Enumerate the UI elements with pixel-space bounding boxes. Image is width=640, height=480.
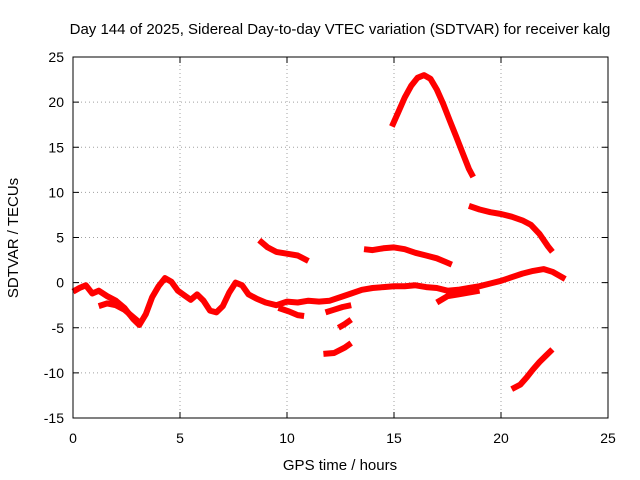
x-tick-label: 20 [493,430,509,446]
y-tick-label: 5 [56,230,64,246]
x-tick-label: 25 [600,430,616,446]
y-tick-label: -5 [52,320,65,336]
y-tick-label: 15 [48,139,64,155]
series-line-trace-10 [435,287,481,306]
x-tick-label: 0 [69,430,77,446]
chart-title: Day 144 of 2025, Sidereal Day-to-day VTE… [70,21,611,38]
series-line-trace-8 [363,244,453,268]
y-tick-label: 0 [56,275,64,291]
x-tick-label: 15 [386,430,402,446]
y-tick-label: 20 [48,94,64,110]
x-axis-label: GPS time / hours [283,457,397,474]
series-line-trace-2 [97,300,142,325]
x-tick-label: 10 [279,430,295,446]
axis-ticks: 0 5 10 15 20 25 -15 -10 -5 0 5 10 15 20 25 [44,49,616,446]
y-tick-label: -15 [44,410,64,426]
y-tick-label: -10 [44,365,64,381]
series-line-trace-9 [389,72,476,179]
series-line-trace-3 [277,305,305,319]
grid [73,57,608,418]
series-line-trace-1 [71,266,567,328]
series-line-trace-4 [257,237,310,264]
x-tick-label: 5 [176,430,184,446]
y-axis-label: SDTVAR / TECUs [5,178,22,298]
series-line-trace-6 [336,317,353,331]
series-line-trace-11 [467,203,555,254]
series-line-trace-12 [510,347,555,392]
series-line-trace-5 [324,302,352,316]
y-tick-label: 10 [48,184,64,200]
series-line-trace-7 [323,340,353,357]
plot-area [71,72,567,392]
y-tick-label: 25 [48,49,64,65]
